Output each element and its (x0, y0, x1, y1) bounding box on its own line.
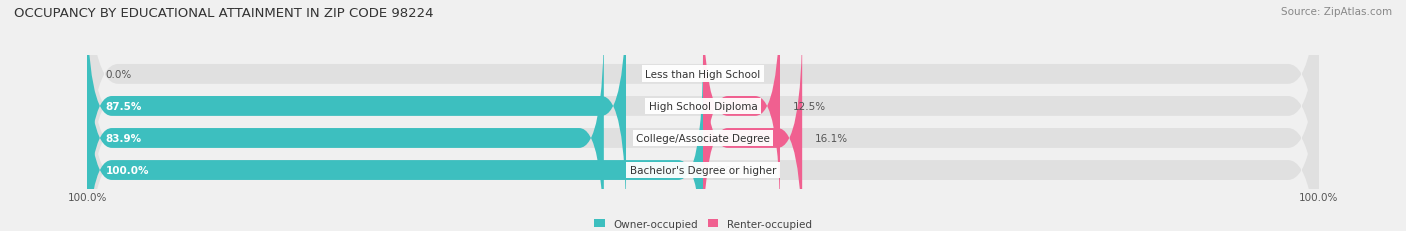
Text: 0.0%: 0.0% (716, 70, 741, 79)
FancyBboxPatch shape (87, 53, 703, 231)
Text: 83.9%: 83.9% (105, 133, 142, 143)
FancyBboxPatch shape (87, 0, 626, 224)
FancyBboxPatch shape (703, 21, 803, 231)
Text: OCCUPANCY BY EDUCATIONAL ATTAINMENT IN ZIP CODE 98224: OCCUPANCY BY EDUCATIONAL ATTAINMENT IN Z… (14, 7, 433, 20)
Legend: Owner-occupied, Renter-occupied: Owner-occupied, Renter-occupied (595, 219, 811, 229)
FancyBboxPatch shape (87, 21, 1319, 231)
Text: College/Associate Degree: College/Associate Degree (636, 133, 770, 143)
FancyBboxPatch shape (87, 0, 1319, 224)
Text: Source: ZipAtlas.com: Source: ZipAtlas.com (1281, 7, 1392, 17)
FancyBboxPatch shape (87, 0, 1319, 231)
Text: 0.0%: 0.0% (105, 70, 132, 79)
Text: High School Diploma: High School Diploma (648, 101, 758, 112)
Text: 100.0%: 100.0% (105, 165, 149, 175)
Text: 12.5%: 12.5% (793, 101, 825, 112)
Text: Bachelor's Degree or higher: Bachelor's Degree or higher (630, 165, 776, 175)
Text: Less than High School: Less than High School (645, 70, 761, 79)
FancyBboxPatch shape (703, 0, 780, 224)
Text: 16.1%: 16.1% (814, 133, 848, 143)
FancyBboxPatch shape (87, 21, 603, 231)
Text: 87.5%: 87.5% (105, 101, 142, 112)
Text: 0.0%: 0.0% (716, 165, 741, 175)
FancyBboxPatch shape (87, 0, 1319, 231)
